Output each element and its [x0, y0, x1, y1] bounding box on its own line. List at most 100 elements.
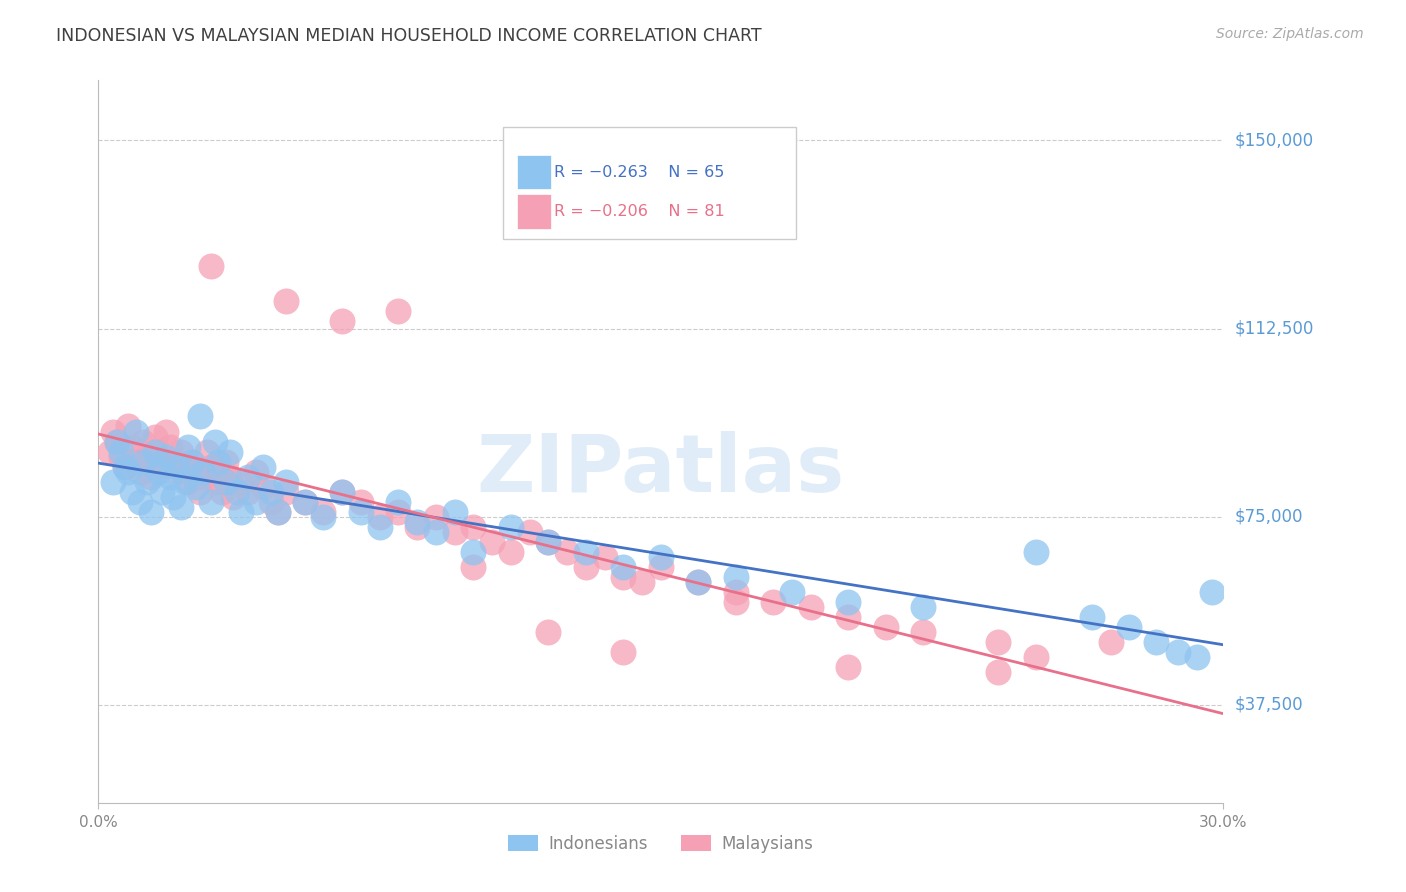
- Point: [837, 660, 859, 674]
- Point: [166, 465, 188, 479]
- Point: [274, 293, 297, 308]
- Point: [128, 465, 150, 479]
- Point: [136, 450, 159, 464]
- Point: [1025, 545, 1047, 559]
- Point: [207, 454, 229, 468]
- Point: [631, 574, 654, 589]
- Point: [575, 560, 598, 574]
- Point: [481, 534, 503, 549]
- Point: [184, 480, 207, 494]
- Point: [245, 465, 267, 479]
- Point: [875, 620, 897, 634]
- Point: [229, 475, 252, 489]
- Point: [612, 560, 634, 574]
- Point: [148, 444, 170, 458]
- Text: R = −0.206    N = 81: R = −0.206 N = 81: [554, 203, 724, 219]
- Point: [114, 459, 136, 474]
- Point: [912, 600, 935, 615]
- Point: [177, 440, 200, 454]
- Point: [177, 475, 200, 489]
- Point: [1144, 635, 1167, 649]
- Point: [143, 429, 166, 443]
- Point: [121, 484, 143, 499]
- Text: $112,500: $112,500: [1234, 319, 1313, 338]
- Point: [387, 304, 409, 318]
- Point: [274, 484, 297, 499]
- Point: [724, 570, 747, 584]
- Point: [1081, 610, 1104, 624]
- Point: [204, 434, 226, 449]
- Point: [387, 494, 409, 508]
- Point: [537, 534, 560, 549]
- Point: [837, 610, 859, 624]
- Point: [688, 574, 710, 589]
- Point: [443, 524, 465, 539]
- Legend: Indonesians, Malaysians: Indonesians, Malaysians: [502, 828, 820, 860]
- Point: [222, 490, 245, 504]
- Point: [688, 574, 710, 589]
- Point: [117, 465, 139, 479]
- Point: [181, 454, 204, 468]
- Point: [1099, 635, 1122, 649]
- Point: [1025, 650, 1047, 665]
- Point: [218, 469, 240, 483]
- Point: [150, 459, 173, 474]
- Point: [117, 419, 139, 434]
- Point: [173, 475, 195, 489]
- FancyBboxPatch shape: [503, 128, 796, 239]
- Point: [267, 505, 290, 519]
- Point: [103, 425, 125, 439]
- Point: [162, 490, 184, 504]
- Point: [193, 465, 215, 479]
- Point: [330, 314, 353, 328]
- Point: [912, 625, 935, 640]
- Point: [215, 475, 238, 489]
- Point: [218, 444, 240, 458]
- Point: [368, 520, 391, 534]
- Point: [200, 494, 222, 508]
- Point: [1201, 585, 1223, 599]
- Point: [987, 665, 1010, 680]
- Text: Source: ZipAtlas.com: Source: ZipAtlas.com: [1216, 27, 1364, 41]
- Point: [1167, 645, 1189, 659]
- Point: [226, 484, 249, 499]
- Point: [312, 505, 335, 519]
- Point: [170, 500, 193, 514]
- Point: [537, 625, 560, 640]
- Point: [139, 469, 162, 483]
- Point: [252, 480, 274, 494]
- Point: [463, 545, 485, 559]
- Point: [188, 484, 211, 499]
- Point: [575, 545, 598, 559]
- Point: [762, 595, 785, 609]
- Point: [125, 454, 148, 468]
- Point: [105, 434, 128, 449]
- Point: [114, 459, 136, 474]
- Point: [200, 459, 222, 474]
- Point: [215, 454, 238, 468]
- Point: [555, 545, 578, 559]
- Text: $37,500: $37,500: [1234, 696, 1303, 714]
- Point: [330, 484, 353, 499]
- Point: [800, 600, 823, 615]
- Point: [612, 645, 634, 659]
- Point: [987, 635, 1010, 649]
- Point: [1185, 650, 1208, 665]
- Point: [724, 585, 747, 599]
- Point: [229, 505, 252, 519]
- Point: [387, 505, 409, 519]
- Point: [98, 444, 121, 458]
- Point: [406, 520, 429, 534]
- Point: [103, 475, 125, 489]
- Point: [166, 459, 188, 474]
- Text: R = −0.263    N = 65: R = −0.263 N = 65: [554, 164, 724, 179]
- Point: [132, 454, 155, 468]
- Point: [330, 484, 353, 499]
- Point: [463, 560, 485, 574]
- Point: [260, 494, 283, 508]
- Point: [121, 440, 143, 454]
- Text: $75,000: $75,000: [1234, 508, 1303, 525]
- Point: [105, 434, 128, 449]
- Point: [350, 494, 373, 508]
- Point: [294, 494, 316, 508]
